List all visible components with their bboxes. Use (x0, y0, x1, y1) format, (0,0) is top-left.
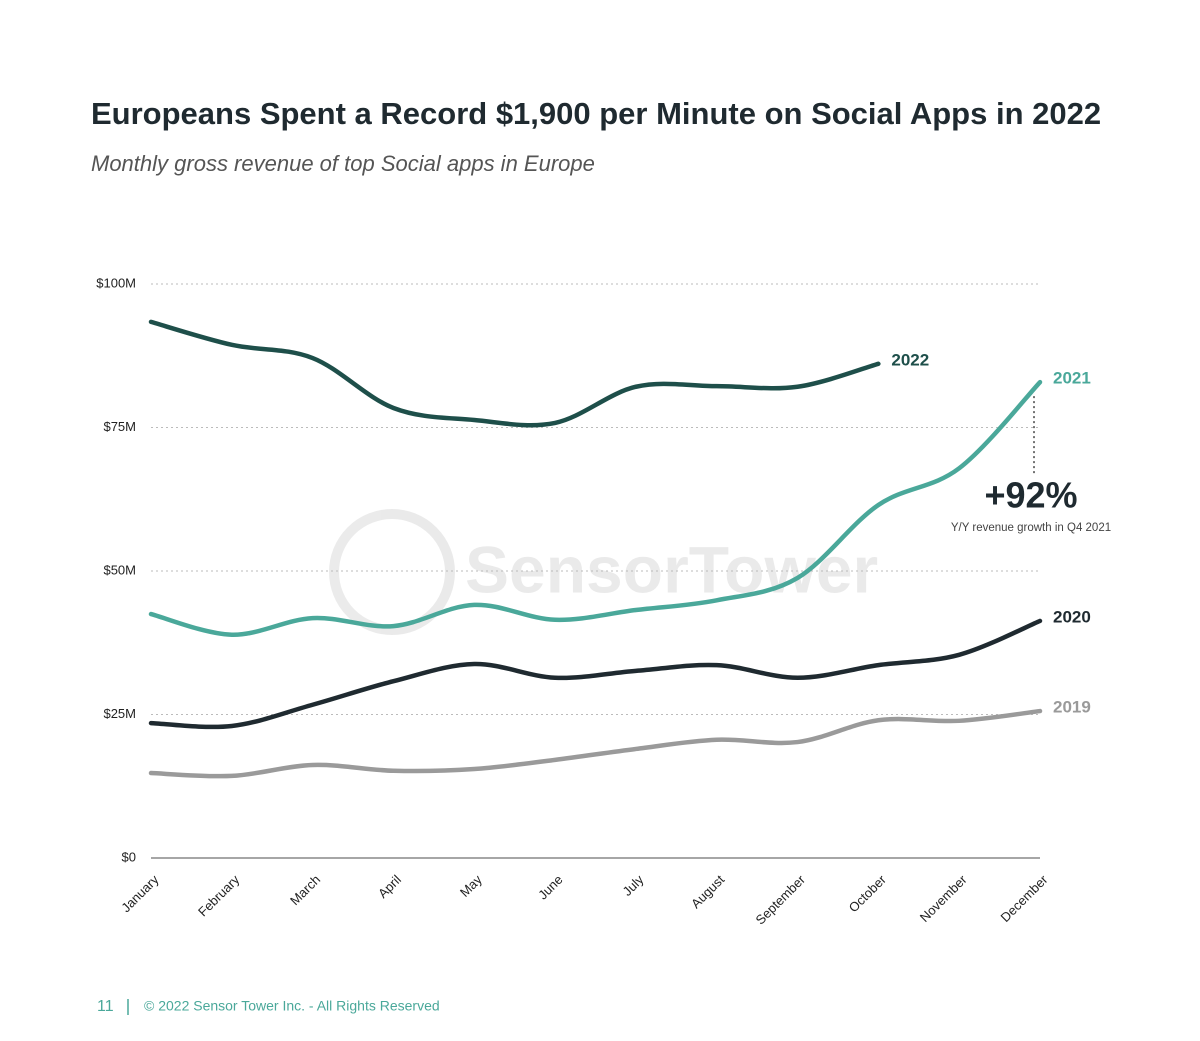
x-tick-label: April (375, 872, 404, 901)
series-label: 2022 (891, 350, 929, 369)
annotation-value: +92% (984, 475, 1077, 516)
series-label: 2019 (1053, 698, 1091, 717)
y-tick-label: $0 (122, 849, 136, 864)
x-tick-label: July (620, 872, 647, 899)
x-tick-label: December (998, 871, 1051, 924)
series-line (148, 708, 1043, 779)
copyright: © 2022 Sensor Tower Inc. - All Rights Re… (144, 998, 440, 1014)
y-tick-label: $25M (103, 706, 136, 721)
y-tick-label: $75M (103, 419, 136, 434)
x-tick-label: March (287, 872, 323, 908)
x-tick-label: May (457, 872, 485, 900)
x-tick-label: September (753, 871, 809, 927)
series-line (148, 319, 881, 428)
chart-title: Europeans Spent a Record $1,900 per Minu… (91, 96, 1101, 131)
y-tick-label: $100M (96, 275, 136, 290)
series-label: 2020 (1053, 607, 1091, 626)
x-tick-label: October (846, 871, 890, 915)
series-label: 2021 (1053, 369, 1091, 388)
series-line (148, 618, 1043, 730)
x-tick-label: January (118, 872, 162, 916)
annotation-text: Y/Y revenue growth in Q4 2021 (951, 522, 1111, 534)
chart-subtitle: Monthly gross revenue of top Social apps… (91, 151, 595, 176)
page-number: 11 (97, 998, 114, 1015)
x-tick-label: February (195, 872, 243, 920)
x-tick-label: November (917, 871, 970, 924)
y-tick-label: $50M (103, 562, 136, 577)
x-tick-label: June (535, 872, 566, 903)
series-line (148, 379, 1043, 637)
x-tick-label: August (688, 872, 727, 911)
watermark-logo (329, 509, 455, 635)
watermark: SensorTower (465, 532, 878, 606)
